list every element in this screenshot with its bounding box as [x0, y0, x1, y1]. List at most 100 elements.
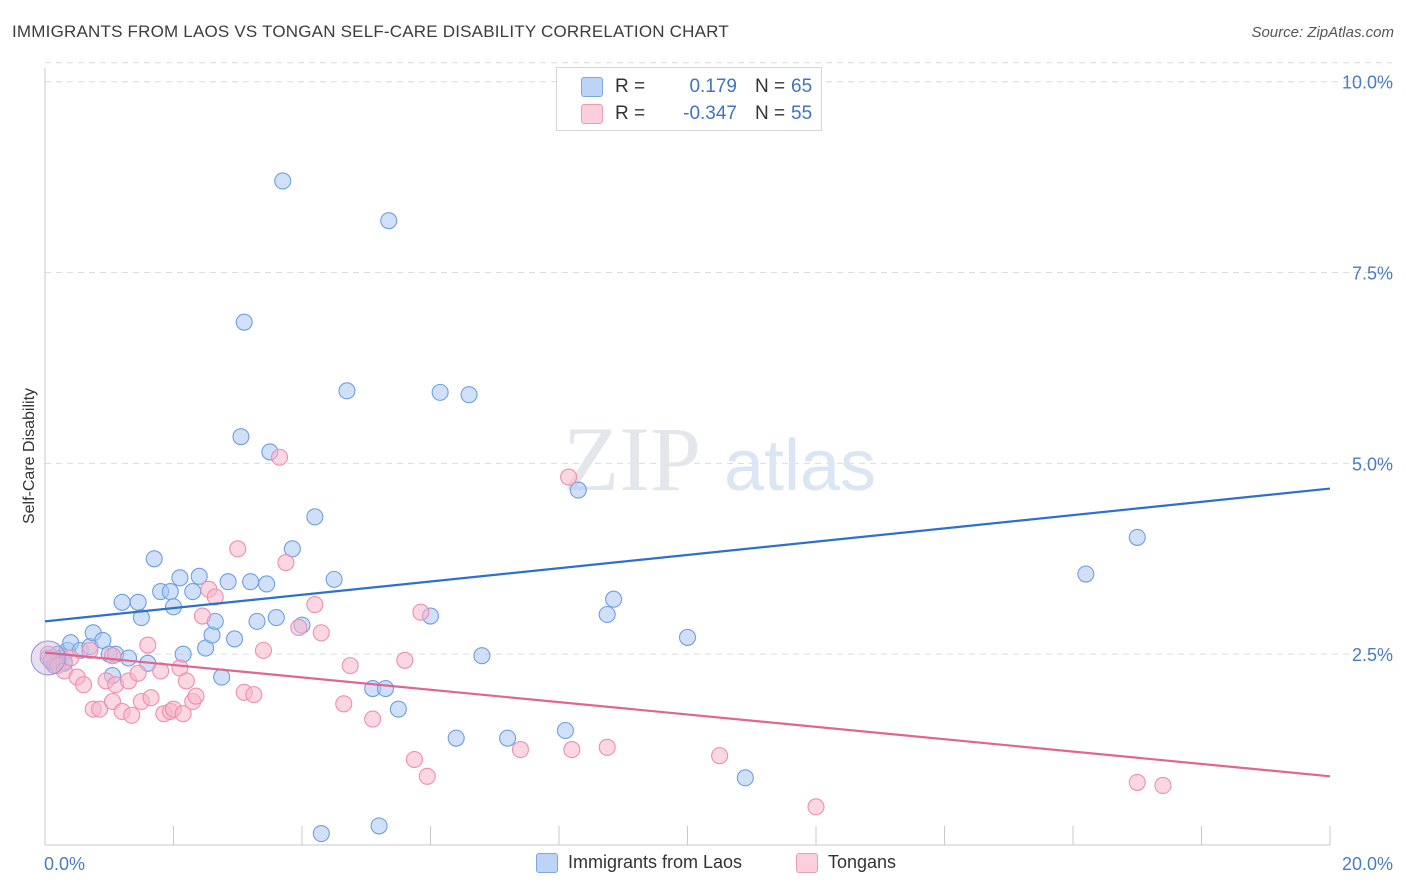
y-axis-title: Self-Care Disability — [21, 388, 38, 524]
tongans-point — [418, 767, 436, 785]
trend-line-laos — [44, 487, 1331, 623]
laos-point — [569, 481, 587, 499]
tongans-point — [270, 448, 289, 466]
laos-point — [447, 729, 465, 747]
laos-point — [736, 769, 754, 787]
x-tick-label: 20.0% — [1342, 854, 1393, 874]
laos-point — [499, 729, 517, 747]
laos-point — [219, 573, 237, 591]
legend-n-label: N = — [755, 103, 786, 124]
legend-swatch-tongans — [796, 852, 818, 873]
legend-r-value: 0.179 — [689, 76, 737, 97]
laos-point — [171, 569, 189, 587]
laos-point — [460, 386, 478, 404]
y-tick-label: 7.5% — [1352, 264, 1393, 284]
tongans-point — [807, 798, 825, 816]
tongans-point — [177, 672, 195, 690]
tongans-point — [1128, 773, 1146, 791]
laos-point — [389, 700, 407, 718]
points-layer — [30, 172, 1172, 843]
tongans-point — [123, 706, 141, 724]
trend-lines — [44, 487, 1331, 778]
laos-point — [119, 649, 138, 667]
chart-title: IMMIGRANTS FROM LAOS VS TONGAN SELF-CARE… — [12, 22, 729, 41]
tongans-point — [277, 554, 295, 572]
tongans-point — [396, 651, 414, 669]
legend-item-tongans: Tongans — [796, 852, 896, 873]
legend-row-tongans: R = -0.347 N = 55 — [581, 101, 812, 127]
laos-point — [258, 575, 276, 593]
laos-point — [184, 583, 202, 601]
grid — [45, 62, 1392, 655]
tongans-point — [229, 540, 247, 558]
laos-point — [145, 550, 163, 568]
tongans-point — [335, 695, 353, 713]
laos-point — [161, 583, 179, 601]
tongans-point — [174, 705, 192, 723]
source-label: Source: ZipAtlas.com — [1251, 24, 1394, 41]
legend-r-label: R = — [615, 103, 646, 124]
legend-r-label: R = — [615, 76, 646, 97]
tongans-point — [364, 710, 382, 728]
tongans-point — [139, 636, 157, 654]
legend-r-value: -0.347 — [683, 103, 737, 124]
laos-point — [473, 647, 491, 665]
laos-point — [678, 628, 697, 646]
tongans-point — [412, 603, 430, 621]
laos-point — [235, 313, 253, 331]
laos-point — [338, 382, 356, 400]
tongans-point — [103, 647, 122, 665]
laos-point — [129, 593, 147, 611]
laos-point — [94, 631, 112, 649]
tongans-point — [405, 750, 423, 769]
laos-point — [274, 172, 292, 190]
watermark: ZIP atlas — [563, 408, 876, 510]
y-tick-label: 5.0% — [1352, 454, 1393, 474]
laos-point — [605, 590, 623, 608]
tongans-point — [81, 641, 99, 659]
tongans-point — [312, 624, 330, 642]
laos-point — [325, 570, 343, 588]
tongans-point — [142, 689, 160, 707]
laos-point — [376, 679, 395, 698]
legend-swatch-laos — [581, 77, 603, 97]
laos-point — [312, 825, 330, 843]
laos-point — [431, 383, 449, 401]
x-tick-label: 0.0% — [44, 854, 85, 874]
tongans-point — [129, 664, 147, 682]
tongans-point — [598, 738, 616, 756]
legend-label-tongans: Tongans — [828, 852, 897, 872]
legend-n-value: 65 — [791, 76, 813, 97]
tongans-point — [290, 618, 308, 637]
series-tongans — [39, 448, 1172, 816]
tongans-point — [245, 686, 263, 704]
tongans-point — [511, 741, 530, 759]
laos-point — [132, 608, 150, 627]
tongans-point — [560, 468, 578, 486]
tongans-point — [187, 687, 205, 705]
tongans-point — [206, 588, 224, 606]
tongans-point — [563, 741, 581, 759]
laos-point — [306, 508, 324, 526]
overlap-cluster-point — [30, 640, 66, 676]
watermark-atlas: atlas — [724, 426, 876, 506]
laos-point — [267, 608, 285, 627]
axes — [44, 68, 1331, 846]
tongans-point — [75, 676, 93, 694]
laos-point — [380, 212, 398, 230]
stats-legend: R = 0.179 N = 65 R = -0.347 N = 55 — [556, 67, 822, 131]
tongans-point — [1154, 776, 1172, 795]
legend-swatch-tongans — [581, 104, 603, 124]
laos-point — [213, 668, 231, 686]
laos-point — [598, 605, 616, 624]
laos-point — [190, 567, 208, 585]
y-tick-label: 10.0% — [1342, 73, 1393, 93]
tick-labels: 2.5% 5.0% 7.5% 10.0% 0.0% 20.0% — [44, 73, 1393, 874]
tongans-point — [254, 641, 273, 659]
laos-point — [248, 612, 266, 630]
legend-n-value: 55 — [791, 103, 813, 124]
legend-item-laos: Immigrants from Laos — [536, 852, 742, 873]
trend-line-tongans — [44, 651, 1331, 778]
laos-point — [113, 593, 131, 611]
